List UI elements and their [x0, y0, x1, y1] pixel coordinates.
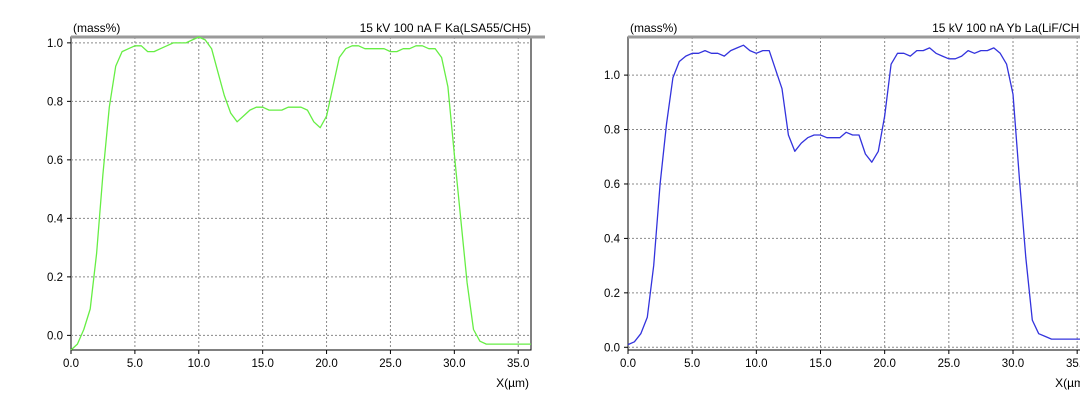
chart-panel-left: 0.0 5.0 10.0 15.0 20.0 25.0 30.0 35.0 0.0 0.2 0.4 0… [47, 21, 545, 390]
y-tick-label: 0.0 [604, 342, 620, 354]
x-tick-label: 35.0 [507, 358, 529, 370]
chart-panel-right: 0.0 5.0 10.0 15.0 20.0 25.0 30.0 35.0 0.0 0.2 0.4 0… [555, 0, 1080, 418]
chart-title: 15 kV 100 nA Yb La(LiF/CH3) [932, 21, 1080, 35]
y-tick-label: 0.8 [604, 125, 620, 137]
y-tick-label: 1.0 [604, 70, 620, 82]
y-tick-label: 0.2 [47, 272, 63, 284]
x-tick-label: 25.0 [938, 358, 960, 370]
series-line [70, 36, 531, 351]
x-tick-label: 15.0 [809, 358, 831, 370]
series-line [627, 44, 1080, 346]
y-tick-label: 0.4 [604, 233, 621, 245]
y-tick-label: 0.8 [47, 96, 63, 108]
chart-title: 15 kV 100 nA F Ka(LSA55/CH5) [360, 21, 531, 35]
y-tick-label: 1.0 [47, 38, 63, 50]
plot-area [70, 36, 532, 351]
x-axis-label: X(µm) [496, 376, 529, 390]
x-tick-label: 30.0 [443, 358, 465, 370]
x-tick-label: 25.0 [379, 358, 401, 370]
y-tick-label: 0.6 [47, 155, 63, 167]
x-tick-label: 5.0 [684, 358, 700, 370]
x-tick-label: 20.0 [315, 358, 337, 370]
x-tick-label: 35.0 [1066, 358, 1080, 370]
chart-left: 0.0 5.0 10.0 15.0 20.0 25.0 30.0 35.0 0.0 0.2 0.4 0… [47, 21, 545, 390]
x-tick-label: 0.0 [620, 358, 636, 370]
x-tick-label: 0.0 [63, 358, 79, 370]
x-tick-label: 20.0 [873, 358, 895, 370]
x-tick-label: 5.0 [127, 358, 143, 370]
x-tick-label: 15.0 [251, 358, 273, 370]
y-tick-label: 0.6 [604, 179, 620, 191]
y-axis-label: (mass%) [73, 21, 120, 35]
y-tick-label: 0.0 [47, 330, 63, 342]
x-tick-label: 10.0 [188, 358, 210, 370]
x-tick-label: 30.0 [1002, 358, 1024, 370]
x-axis-label: X(µm) [1055, 376, 1080, 390]
y-tick-label: 0.2 [604, 288, 620, 300]
chart-right: 0.0 5.0 10.0 15.0 20.0 25.0 30.0 35.0 0.0 0.2 0.4 0… [604, 21, 1080, 390]
y-axis-label: (mass%) [630, 21, 677, 35]
y-tick-label: 0.4 [47, 213, 64, 225]
plot-area [627, 36, 1080, 351]
x-tick-label: 10.0 [745, 358, 767, 370]
